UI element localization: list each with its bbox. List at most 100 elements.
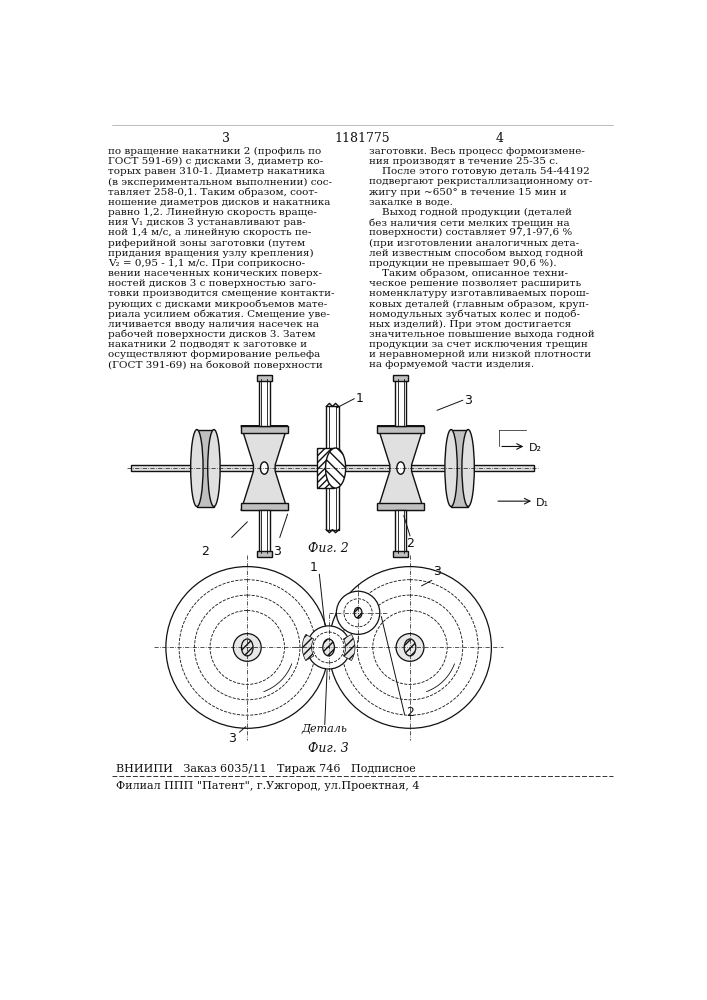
Text: Выход годной продукции (деталей: Выход годной продукции (деталей xyxy=(369,208,572,217)
Text: ния производят в течение 25-35 с.: ния производят в течение 25-35 с. xyxy=(369,157,558,166)
Text: лей известным способом выход годной: лей известным способом выход годной xyxy=(369,249,583,258)
Text: ческое решение позволяет расширить: ческое решение позволяет расширить xyxy=(369,279,581,288)
Text: 3: 3 xyxy=(221,132,230,145)
Ellipse shape xyxy=(445,430,457,507)
Text: поверхности) составляет 97,1-97,6 %: поверхности) составляет 97,1-97,6 % xyxy=(369,228,572,237)
Ellipse shape xyxy=(260,462,268,474)
Ellipse shape xyxy=(404,639,416,656)
Text: 3: 3 xyxy=(228,732,235,745)
Circle shape xyxy=(166,567,329,728)
Text: 2: 2 xyxy=(201,545,209,558)
Ellipse shape xyxy=(325,448,346,488)
Text: риферийной зоны заготовки (путем: риферийной зоны заготовки (путем xyxy=(107,238,305,248)
Text: 4: 4 xyxy=(495,132,503,145)
Text: Таким образом, описанное техни-: Таким образом, описанное техни- xyxy=(369,269,568,278)
Bar xyxy=(395,379,406,426)
Ellipse shape xyxy=(462,430,474,507)
Text: Филиал ППП "Патент", г.Ужгород, ул.Проектная, 4: Филиал ППП "Патент", г.Ужгород, ул.Проек… xyxy=(115,781,419,791)
Circle shape xyxy=(396,634,424,661)
Text: После этого готовую деталь 54-44192: После этого готовую деталь 54-44192 xyxy=(369,167,590,176)
Text: ния V₁ дисков 3 устанавливают рав-: ния V₁ дисков 3 устанавливают рав- xyxy=(107,218,305,227)
Polygon shape xyxy=(378,426,424,510)
Polygon shape xyxy=(241,426,288,510)
Text: D₁: D₁ xyxy=(537,498,549,508)
Ellipse shape xyxy=(208,430,220,507)
Text: рабочей поверхности дисков 3. Затем: рабочей поверхности дисков 3. Затем xyxy=(107,330,315,339)
Bar xyxy=(393,551,409,557)
Text: по вращение накатники 2 (профиль по: по вращение накатники 2 (профиль по xyxy=(107,147,321,156)
Text: значительное повышение выхода годной: значительное повышение выхода годной xyxy=(369,330,595,339)
Text: закалке в воде.: закалке в воде. xyxy=(369,198,452,207)
Text: номенклатуру изготавливаемых порош-: номенклатуру изготавливаемых порош- xyxy=(369,289,589,298)
Text: 3: 3 xyxy=(273,545,281,558)
Bar xyxy=(241,503,288,510)
Text: V₂ = 0,95 - 1,1 м/с. При соприкосно-: V₂ = 0,95 - 1,1 м/с. При соприкосно- xyxy=(107,259,305,268)
Text: 2: 2 xyxy=(406,537,414,550)
Text: и неравномерной или низкой плотности: и неравномерной или низкой плотности xyxy=(369,350,591,359)
Text: 1: 1 xyxy=(356,392,363,405)
Bar xyxy=(378,426,424,433)
Text: ГОСТ 591-69) с дисками 3, диаметр ко-: ГОСТ 591-69) с дисками 3, диаметр ко- xyxy=(107,157,323,166)
Ellipse shape xyxy=(397,462,404,474)
Text: без наличия сети мелких трещин на: без наличия сети мелких трещин на xyxy=(369,218,570,228)
Text: накатники 2 подводят к заготовке и: накатники 2 подводят к заготовке и xyxy=(107,340,307,349)
Bar xyxy=(317,448,334,488)
Bar xyxy=(378,503,424,510)
Text: 2: 2 xyxy=(406,706,414,719)
Bar xyxy=(197,430,214,507)
Text: ной 1,4 м/с, а линейную скорость пе-: ной 1,4 м/с, а линейную скорость пе- xyxy=(107,228,311,237)
Ellipse shape xyxy=(241,639,253,656)
Text: ВНИИПИ   Заказ 6035/11   Тираж 746   Подписное: ВНИИПИ Заказ 6035/11 Тираж 746 Подписное xyxy=(115,764,415,774)
Text: 1181775: 1181775 xyxy=(334,132,390,145)
Text: (ГОСТ 391-69) на боковой поверхности: (ГОСТ 391-69) на боковой поверхности xyxy=(107,360,322,370)
Text: торых равен 310-1. Диаметр накатника: торых равен 310-1. Диаметр накатника xyxy=(107,167,325,176)
Text: на формуемой части изделия.: на формуемой части изделия. xyxy=(369,360,534,369)
Text: жигу при ~650° в течение 15 мин и: жигу при ~650° в течение 15 мин и xyxy=(369,188,566,197)
Circle shape xyxy=(307,626,351,669)
Text: рующих с дисками микрообъемов мате-: рующих с дисками микрообъемов мате- xyxy=(107,299,327,309)
Text: (при изготовлении аналогичных дета-: (при изготовлении аналогичных дета- xyxy=(369,238,579,248)
Text: придания вращения узлу крепления): придания вращения узлу крепления) xyxy=(107,249,313,258)
Ellipse shape xyxy=(323,639,334,656)
Text: 3: 3 xyxy=(464,394,472,407)
Text: личивается вводу наличия насечек на: личивается вводу наличия насечек на xyxy=(107,320,319,329)
Polygon shape xyxy=(303,634,314,661)
Polygon shape xyxy=(344,634,355,661)
Text: Фиг. 3: Фиг. 3 xyxy=(308,742,349,755)
Text: (в экспериментальном выполнении) сос-: (в экспериментальном выполнении) сос- xyxy=(107,177,332,187)
Ellipse shape xyxy=(354,607,362,618)
Text: ковых деталей (главным образом, круп-: ковых деталей (главным образом, круп- xyxy=(369,299,589,309)
Text: номодульных зубчатых колес и подоб-: номодульных зубчатых колес и подоб- xyxy=(369,310,580,319)
Bar xyxy=(257,551,272,557)
Text: заготовки. Весь процесс формоизмене-: заготовки. Весь процесс формоизмене- xyxy=(369,147,585,156)
Bar xyxy=(131,465,534,471)
Text: Фиг. 2: Фиг. 2 xyxy=(308,542,349,555)
Circle shape xyxy=(337,591,380,634)
Text: 3: 3 xyxy=(433,565,441,578)
Text: товки производится смещение контакти-: товки производится смещение контакти- xyxy=(107,289,334,298)
Text: ных изделий). При этом достигается: ных изделий). При этом достигается xyxy=(369,320,571,329)
Bar xyxy=(451,430,468,507)
Bar xyxy=(257,375,272,381)
Text: Деталь: Деталь xyxy=(302,724,348,734)
Bar xyxy=(327,406,339,530)
Text: D₂: D₂ xyxy=(529,443,542,453)
Text: осуществляют формирование рельефа: осуществляют формирование рельефа xyxy=(107,350,320,359)
Bar xyxy=(241,426,288,433)
Text: ностей дисков 3 с поверхностью заго-: ностей дисков 3 с поверхностью заго- xyxy=(107,279,316,288)
Circle shape xyxy=(233,634,261,661)
Circle shape xyxy=(329,567,491,728)
Text: риала усилием обжатия. Смещение уве-: риала усилием обжатия. Смещение уве- xyxy=(107,310,329,319)
Text: продукции за счет исключения трещин: продукции за счет исключения трещин xyxy=(369,340,588,349)
Text: 1: 1 xyxy=(309,561,317,574)
Text: продукции не превышает 90,6 %).: продукции не превышает 90,6 %). xyxy=(369,259,556,268)
Text: ношение диаметров дисков и накатника: ношение диаметров дисков и накатника xyxy=(107,198,330,207)
Text: вении насеченных конических поверх-: вении насеченных конических поверх- xyxy=(107,269,322,278)
Bar xyxy=(395,510,406,553)
Text: равно 1,2. Линейную скорость враще-: равно 1,2. Линейную скорость враще- xyxy=(107,208,317,217)
Ellipse shape xyxy=(191,430,203,507)
Bar xyxy=(393,375,409,381)
Text: тавляет 258-0,1. Таким образом, соот-: тавляет 258-0,1. Таким образом, соот- xyxy=(107,188,317,197)
Bar xyxy=(259,379,270,426)
Text: подвергают рекристаллизационному от-: подвергают рекристаллизационному от- xyxy=(369,177,592,186)
